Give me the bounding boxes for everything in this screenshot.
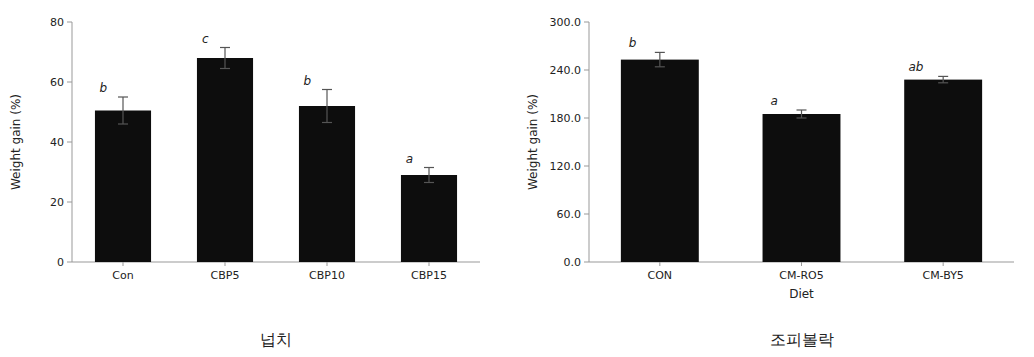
bar: [763, 114, 841, 262]
x-axis-label: Diet: [789, 287, 814, 301]
error-cap: [797, 117, 807, 118]
error-cap: [424, 182, 434, 183]
error-bar: [322, 90, 332, 123]
x-tick: [429, 262, 430, 266]
annotation: c: [202, 32, 209, 46]
chart-canvas: 0 20 40 60 80 b c b a Con CBP5 CBP10 CBP15 Weight gai…: [0, 0, 1034, 357]
y-axis: [589, 22, 590, 262]
error-stem: [943, 76, 944, 82]
chart-panel: 0 20 40 60 80 b c b a Con CBP5 CBP10 CBP15 Weight gai…: [9, 16, 480, 349]
bars: [621, 52, 982, 262]
y-axis: [72, 22, 73, 262]
y-tick-label: 60: [50, 76, 64, 89]
x-tick: [225, 262, 226, 266]
y-tick: [67, 262, 72, 263]
bar: [904, 80, 982, 262]
bar: [197, 58, 253, 262]
y-tick: [584, 70, 589, 71]
error-stem: [224, 48, 225, 69]
error-cap: [118, 123, 128, 124]
subtitle: 조피볼락: [770, 330, 834, 349]
bar: [621, 60, 699, 262]
y-axis-label: Weight gain (%): [526, 94, 540, 190]
error-cap: [655, 66, 665, 67]
x-tick-label: CM-RO5: [779, 269, 823, 282]
error-stem: [326, 90, 327, 123]
y-tick: [584, 118, 589, 119]
error-cap: [322, 122, 332, 123]
bars: [95, 48, 457, 263]
y-tick: [67, 142, 72, 143]
subtitle: 넙치: [260, 330, 292, 349]
error-stem: [801, 110, 802, 118]
error-bar: [118, 97, 128, 124]
x-tick-label: CM-BY5: [922, 269, 963, 282]
error-cap: [118, 96, 128, 97]
error-bar: [220, 48, 230, 69]
error-stem: [428, 168, 429, 183]
error-cap: [797, 109, 807, 110]
error-cap: [220, 68, 230, 69]
annotation: b: [100, 81, 108, 95]
error-bar: [424, 168, 434, 183]
x-tick: [327, 262, 328, 266]
bar: [299, 106, 355, 262]
x-tick: [659, 262, 660, 266]
y-axis-label: Weight gain (%): [9, 94, 23, 190]
x-tick-label: CON: [648, 269, 673, 282]
annotation: ab: [908, 60, 923, 74]
x-tick-label: Con: [112, 269, 133, 282]
y-tick-label: 120.0: [550, 160, 582, 173]
annotation: b: [629, 36, 637, 50]
error-cap: [424, 167, 434, 168]
error-bar: [797, 110, 807, 118]
annotation: b: [304, 74, 312, 88]
y-tick: [67, 82, 72, 83]
y-tick: [67, 22, 72, 23]
y-tick-label: 20: [50, 196, 64, 209]
annotation: a: [771, 94, 778, 108]
bar: [95, 111, 151, 263]
y-tick-label: 240.0: [550, 64, 582, 77]
error-cap: [655, 52, 665, 53]
y-tick: [584, 166, 589, 167]
y-tick-label: 300.0: [550, 16, 582, 29]
bar: [401, 175, 457, 262]
y-tick: [584, 22, 589, 23]
y-tick-label: 0.0: [564, 256, 582, 269]
y-tick-label: 80: [50, 16, 64, 29]
y-tick-label: 60.0: [557, 208, 582, 221]
x-tick-label: CBP10: [309, 269, 345, 282]
annotation: a: [406, 152, 413, 166]
y-tick-label: 40: [50, 136, 64, 149]
x-tick: [943, 262, 944, 266]
x-tick: [123, 262, 124, 266]
chart-panel: 0.0 60.0 120.0 180.0 240.0 300.0 b a ab CON CM-RO5…: [526, 16, 1014, 349]
y-tick: [584, 262, 589, 263]
error-bar: [938, 76, 948, 82]
y-tick: [67, 202, 72, 203]
error-cap: [938, 82, 948, 83]
error-cap: [220, 47, 230, 48]
error-stem: [659, 52, 660, 66]
page: {"chart_data": [ {"type": "bar", "subtit…: [0, 0, 1034, 357]
x-tick-label: CBP15: [411, 269, 447, 282]
y-tick-label: 180.0: [550, 112, 582, 125]
x-tick-label: CBP5: [211, 269, 240, 282]
y-tick-label: 0: [57, 256, 64, 269]
error-cap: [322, 89, 332, 90]
x-tick: [801, 262, 802, 266]
y-tick: [584, 214, 589, 215]
error-cap: [938, 76, 948, 77]
error-bar: [655, 52, 665, 66]
error-stem: [122, 97, 123, 124]
